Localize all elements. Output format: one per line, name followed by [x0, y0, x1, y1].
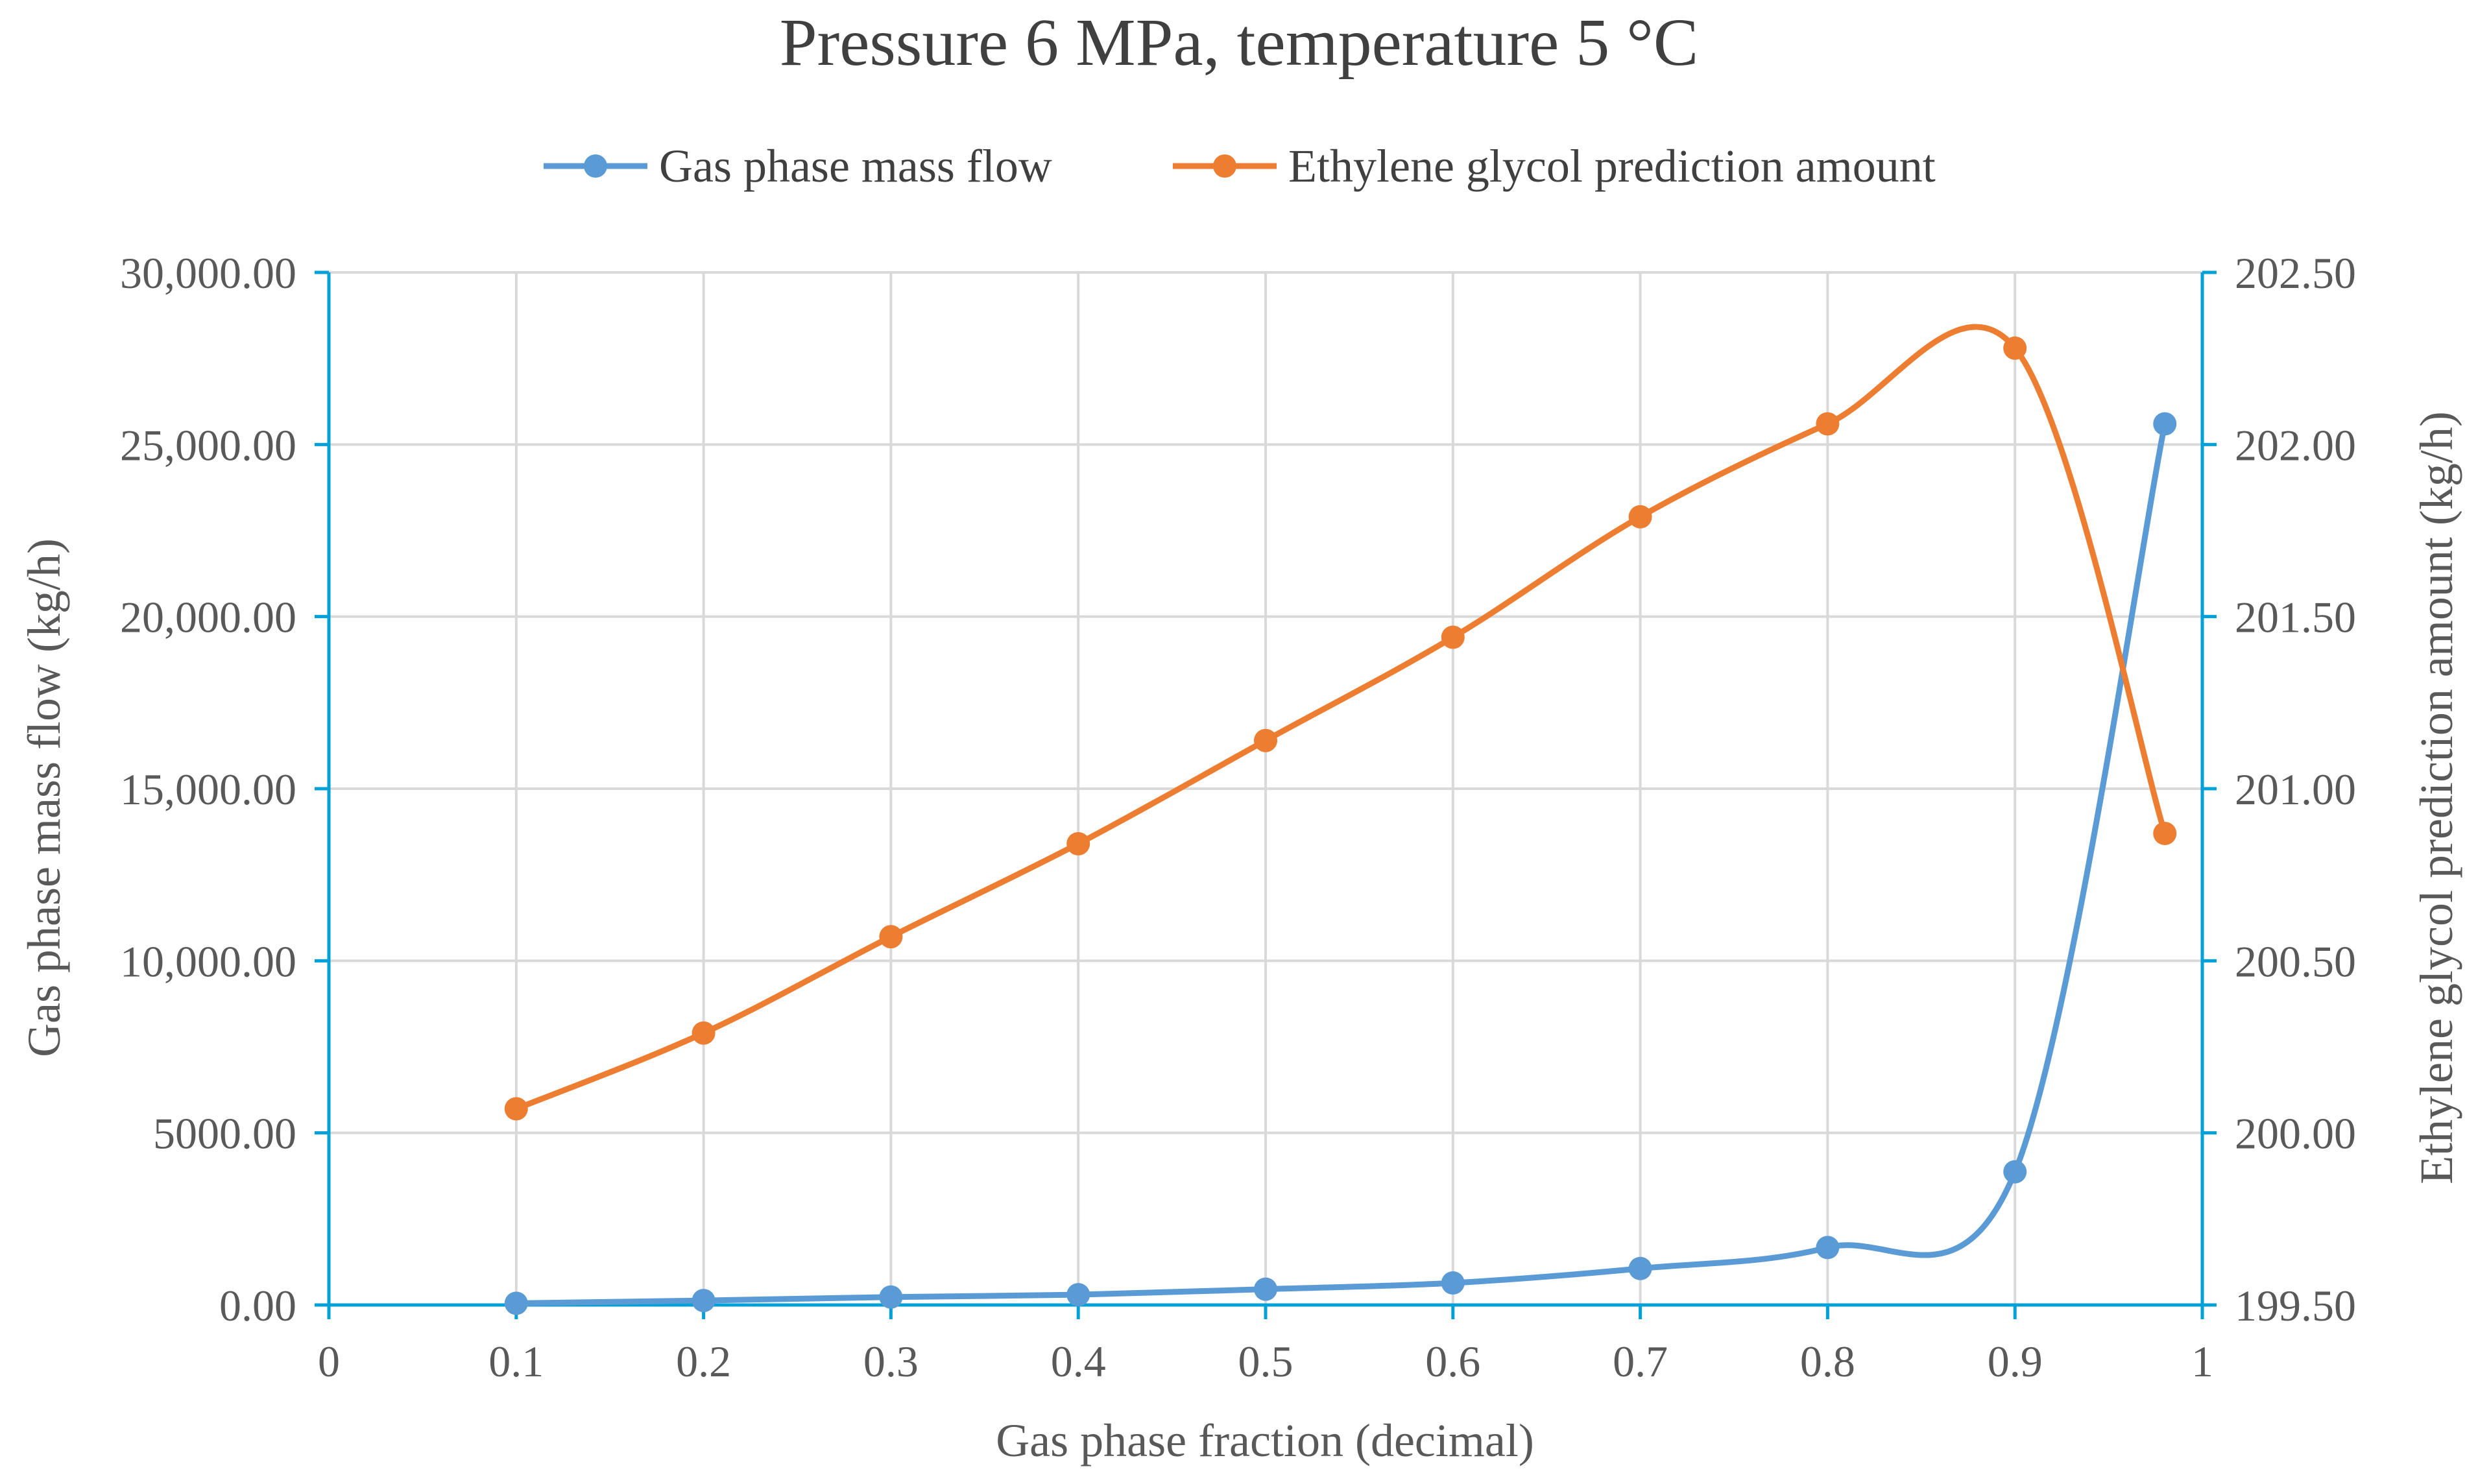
legend-label-gas-flow: Gas phase mass flow [659, 140, 1052, 192]
y-tick-label: 30,000.00 [120, 248, 296, 298]
gridlines [329, 271, 2202, 1305]
y2-tick-label: 202.50 [2235, 248, 2356, 298]
data-point-gas-flow[interactable] [879, 1285, 903, 1309]
data-point-ethylene-glycol[interactable] [1441, 625, 1465, 649]
y2-tick-label: 200.00 [2235, 1109, 2356, 1158]
x-tick-label: 0.3 [863, 1337, 919, 1386]
legend-label-ethylene-glycol: Ethylene glycol prediction amount [1288, 140, 1936, 192]
series-line-gas-flow [516, 423, 2168, 1306]
data-point-ethylene-glycol[interactable] [2153, 821, 2177, 845]
y-axis-label: Gas phase mass flow (kg/h) [18, 538, 70, 1057]
data-point-gas-flow[interactable] [1628, 1256, 1652, 1280]
x-tick-label: 0.2 [676, 1337, 731, 1386]
data-point-ethylene-glycol[interactable] [1628, 505, 1652, 529]
data-point-ethylene-glycol[interactable] [879, 925, 903, 949]
y-tick-label: 10,000.00 [120, 937, 296, 986]
y-tick-label: 25,000.00 [120, 420, 296, 470]
legend-marker-ethylene-glycol [1213, 154, 1236, 178]
series [504, 324, 2177, 1315]
data-point-gas-flow[interactable] [1441, 1271, 1465, 1295]
y2-tick-label: 200.50 [2235, 937, 2356, 986]
tick-labels: 0.00 199.50 5000.00 200.00 10,000.00 200.50 15… [120, 248, 2356, 1386]
data-point-ethylene-glycol[interactable] [1816, 412, 1840, 436]
x-tick-label: 0.6 [1425, 1337, 1480, 1386]
legend-marker-gas-flow [584, 154, 607, 178]
data-point-gas-flow[interactable] [504, 1291, 528, 1315]
data-point-gas-flow[interactable] [2003, 1160, 2027, 1184]
data-point-ethylene-glycol[interactable] [2003, 336, 2027, 360]
y2-tick-label: 199.50 [2235, 1281, 2356, 1330]
legend-item-gas-flow[interactable]: Gas phase mass flow [544, 140, 1052, 192]
y2-tick-label: 201.50 [2235, 593, 2356, 642]
y-tick-label: 15,000.00 [120, 765, 296, 814]
x-tick-label: 1 [2191, 1337, 2213, 1386]
data-point-ethylene-glycol[interactable] [1066, 832, 1090, 856]
y-tick-label: 0.00 [219, 1281, 296, 1330]
x-axis-label: Gas phase fraction (decimal) [996, 1415, 1534, 1466]
axes [315, 270, 2217, 1319]
x-tick-label: 0.8 [1800, 1337, 1855, 1386]
legend: Gas phase mass flow Ethylene glycol pred… [544, 140, 1936, 192]
y2-axis-label: Ethylene glycol prediction amount (kg/h) [2411, 411, 2462, 1184]
x-tick-label: 0 [318, 1337, 340, 1386]
data-point-ethylene-glycol[interactable] [692, 1021, 716, 1045]
x-tick-label: 0.7 [1613, 1337, 1668, 1386]
x-tick-label: 0.5 [1238, 1337, 1293, 1386]
legend-item-ethylene-glycol[interactable]: Ethylene glycol prediction amount [1173, 140, 1936, 192]
y-tick-label: 20,000.00 [120, 593, 296, 642]
y2-tick-label: 202.00 [2235, 420, 2356, 470]
series-line-ethylene-glycol [515, 324, 2168, 1112]
chart-title: Pressure 6 MPa, temperature 5 °C [780, 5, 1698, 80]
x-tick-label: 0.9 [1988, 1337, 2043, 1386]
data-point-gas-flow[interactable] [692, 1289, 716, 1313]
data-point-gas-flow[interactable] [1254, 1277, 1277, 1301]
data-point-gas-flow[interactable] [2153, 412, 2177, 436]
x-tick-label: 0.1 [488, 1337, 544, 1386]
data-point-gas-flow[interactable] [1066, 1283, 1090, 1307]
data-point-ethylene-glycol[interactable] [504, 1097, 528, 1121]
x-tick-label: 0.4 [1051, 1337, 1106, 1386]
data-point-ethylene-glycol[interactable] [1254, 728, 1277, 752]
data-point-gas-flow[interactable] [1816, 1236, 1840, 1260]
y2-tick-label: 201.00 [2235, 765, 2356, 814]
y-tick-label: 5000.00 [153, 1109, 296, 1158]
